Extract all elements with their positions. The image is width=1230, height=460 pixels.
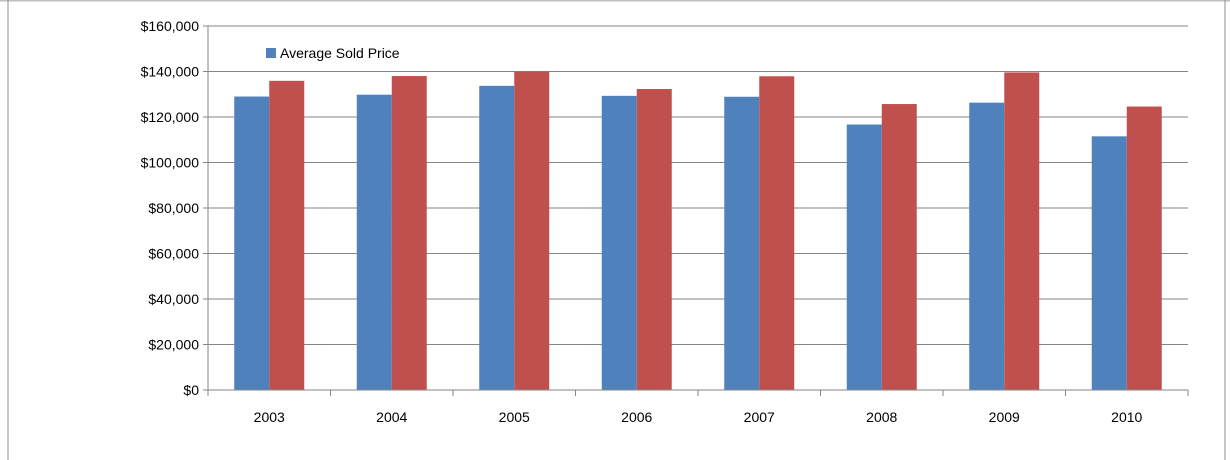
x-tick-label: 2006 — [621, 409, 652, 425]
bar — [356, 94, 392, 390]
y-tick-label: $160,000 — [141, 18, 200, 34]
y-tick-label: $40,000 — [148, 291, 199, 307]
x-tick-label: 2010 — [1111, 409, 1142, 425]
y-tick-label: $100,000 — [141, 155, 200, 171]
x-tick-label: 2007 — [744, 409, 775, 425]
x-tick-label: 2005 — [499, 409, 530, 425]
bar — [636, 89, 672, 390]
x-tick-label: 2003 — [254, 409, 285, 425]
bar — [969, 102, 1005, 390]
y-tick-label: $60,000 — [148, 246, 199, 262]
gridlines — [208, 25, 1188, 345]
x-axis-ticks: 2003 2004 2005 2006 2007 2008 2009 2010 — [254, 409, 1143, 425]
bar — [601, 95, 637, 390]
bar — [1126, 106, 1162, 390]
bar — [234, 96, 270, 391]
x-tick-label: 2009 — [989, 409, 1020, 425]
bar — [479, 85, 515, 391]
bar — [1004, 72, 1040, 390]
legend-label: Average Sold Price — [280, 45, 400, 61]
bar — [514, 71, 550, 390]
bar — [1091, 136, 1127, 390]
x-tick-label: 2008 — [866, 409, 897, 425]
y-tick-label: $20,000 — [148, 337, 199, 353]
bar — [269, 80, 305, 390]
y-axis-ticks: $0 $20,000 $40,000 $60,000 $80,000 $100,000 $1… — [141, 18, 200, 398]
bars — [234, 71, 1162, 391]
y-tick-label: $120,000 — [141, 109, 200, 125]
x-tick-label: 2004 — [376, 409, 407, 425]
y-tick-label: $80,000 — [148, 200, 199, 216]
bar — [881, 104, 917, 390]
bar — [846, 124, 882, 390]
legend-swatch — [266, 48, 276, 58]
y-tick-label: $0 — [183, 382, 199, 398]
axes — [203, 25, 1189, 396]
bar — [391, 76, 427, 391]
legend: Average Sold Price — [266, 45, 400, 61]
y-tick-label: $140,000 — [141, 64, 200, 80]
bar — [724, 96, 760, 390]
bar — [759, 76, 795, 390]
